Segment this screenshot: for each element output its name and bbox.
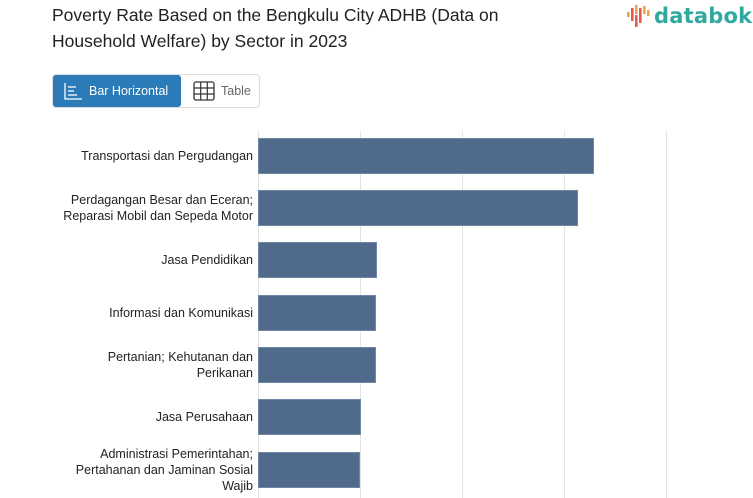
- bar-horizontal-icon: [64, 83, 82, 100]
- category-label: Transportasi dan Pergudangan: [81, 149, 253, 163]
- bar[interactable]: [258, 347, 376, 383]
- bar-horizontal-label: Bar Horizontal: [89, 84, 169, 98]
- bar-horizontal-tab[interactable]: Bar Horizontal: [53, 75, 181, 107]
- category-label: Jasa Pendidikan: [161, 253, 253, 267]
- gridline: [462, 131, 463, 498]
- databoks-bars-icon: [627, 5, 650, 27]
- table-label: Table: [221, 84, 251, 98]
- bar[interactable]: [258, 190, 578, 226]
- databoks-logo[interactable]: databoks: [626, 3, 753, 29]
- bar-chart: Transportasi dan Pergudangan Perdagangan…: [0, 128, 753, 498]
- category-label: Pertanian; Kehutanan dan Perikanan: [107, 350, 253, 380]
- table-tab[interactable]: Table: [181, 75, 251, 107]
- logo-text: databoks: [654, 4, 753, 28]
- bar[interactable]: [258, 138, 594, 174]
- gridline: [564, 131, 565, 498]
- bar[interactable]: [258, 242, 377, 278]
- category-label: Informasi dan Komunikasi: [109, 306, 253, 320]
- table-grid-icon: [193, 81, 215, 101]
- category-label: Perdagangan Besar dan Eceran; Reparasi M…: [63, 193, 253, 223]
- gridline: [666, 131, 667, 498]
- category-label: Administrasi Pemerintahan; Pertahanan da…: [75, 447, 253, 493]
- category-label: Jasa Perusahaan: [155, 410, 253, 424]
- bar[interactable]: [258, 399, 361, 435]
- bar[interactable]: [258, 452, 360, 488]
- chart-title: Poverty Rate Based on the Bengkulu City …: [52, 5, 499, 51]
- view-toggle: Bar Horizontal Table: [52, 74, 260, 108]
- bar[interactable]: [258, 295, 376, 331]
